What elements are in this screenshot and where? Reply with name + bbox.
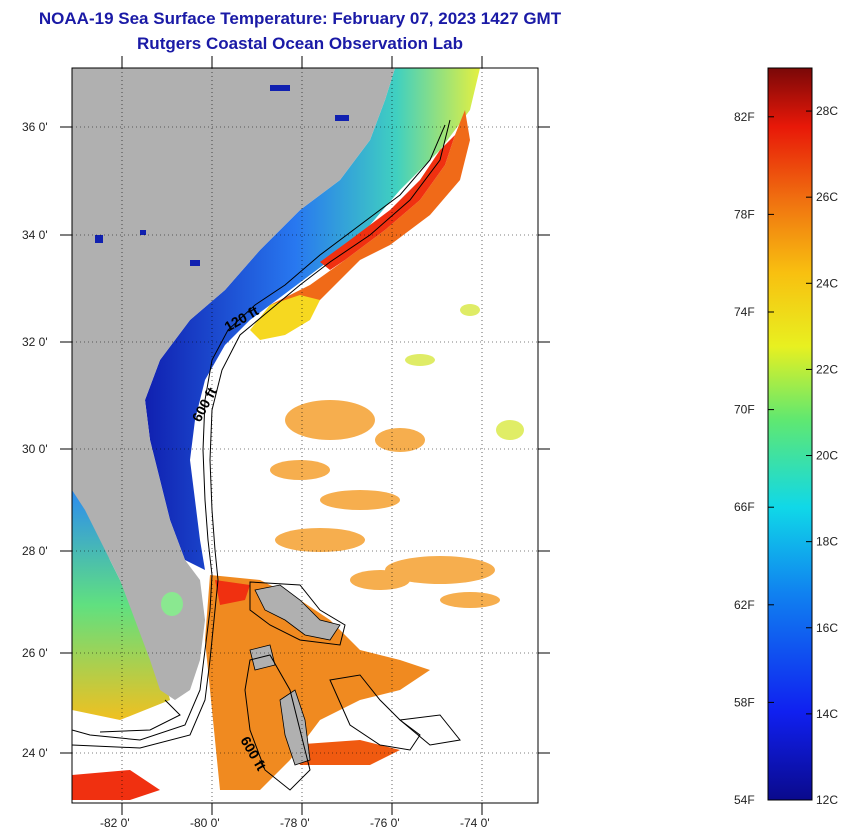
grid-lines: [72, 68, 538, 803]
colorbar-c-label: 16C: [816, 621, 838, 635]
colorbar-f-label: 82F: [734, 110, 755, 124]
colorbar-c-label: 24C: [816, 276, 838, 290]
colorbar-f-label: 78F: [734, 207, 755, 221]
lat-label: 34 0': [22, 228, 48, 242]
lake-okeechobee: [161, 592, 183, 616]
lat-label: 32 0': [22, 335, 48, 349]
colorbar-c-label: 14C: [816, 707, 838, 721]
colorbar-f-label: 54F: [734, 793, 755, 807]
colorbar-c-label: 18C: [816, 535, 838, 549]
colorbar-c-label: 22C: [816, 362, 838, 376]
colorbar-gradient: [767, 67, 813, 801]
lon-label: -76 0': [370, 816, 400, 830]
bahamas-warm-water: [205, 575, 430, 790]
gulf-water: [72, 490, 170, 720]
lon-label: -78 0': [280, 816, 310, 830]
lat-label: 30 0': [22, 442, 48, 456]
colorbar-c-label: 28C: [816, 104, 838, 118]
temperature-colorbar: 82F 78F 74F 70F 66F 62F 58F 54F 28C 26C 24C 22C 20C…: [734, 67, 838, 807]
map-title: NOAA-19 Sea Surface Temperature: Februar…: [38, 9, 562, 28]
colorbar-f-label: 62F: [734, 598, 755, 612]
axis-ticks: [60, 56, 550, 815]
map-subtitle: Rutgers Coastal Ocean Observation Lab: [137, 34, 463, 53]
colorbar-f-label: 70F: [734, 403, 755, 417]
bahamas-islands: [249, 584, 341, 766]
offshore-warm-patches: [270, 400, 500, 608]
colorbar-f-label: 66F: [734, 500, 755, 514]
lat-label: 36 0': [22, 120, 48, 134]
lon-label: -82 0': [100, 816, 130, 830]
map-frame: [71, 67, 539, 804]
lat-label: 24 0': [22, 746, 48, 760]
coastal-cold-water: [145, 68, 480, 570]
colorbar-f-label: 58F: [734, 695, 755, 709]
colorbar-c-label: 20C: [816, 449, 838, 463]
colorbar-ticks: [768, 110, 812, 801]
land-us: [72, 68, 395, 700]
lat-label: 26 0': [22, 646, 48, 660]
colorbar-f-label: 74F: [734, 305, 755, 319]
lon-label: -74 0': [460, 816, 490, 830]
colorbar-c-label: 12C: [816, 793, 838, 807]
bathymetry-contours: [72, 119, 461, 791]
lon-label: -80 0': [190, 816, 220, 830]
colorbar-c-label: 26C: [816, 190, 838, 204]
lat-label: 28 0': [22, 544, 48, 558]
